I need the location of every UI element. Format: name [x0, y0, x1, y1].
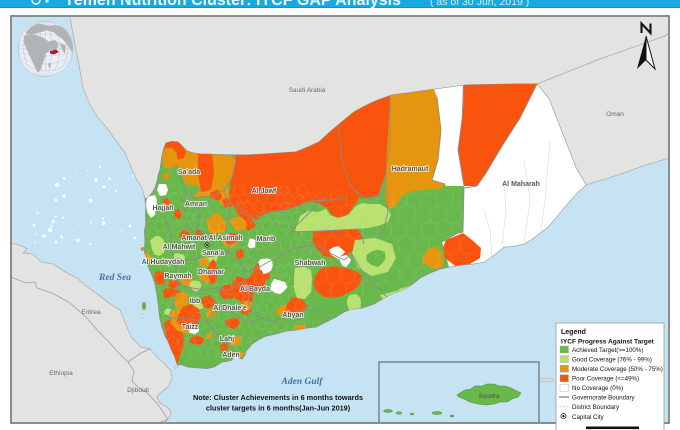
svg-text:Abyan: Abyan — [282, 312, 303, 319]
svg-text:Saudi Arabia: Saudi Arabia — [289, 87, 326, 94]
svg-text:IYCF Progress Against Target: IYCF Progress Against Target — [561, 339, 655, 346]
svg-text:Governorate Boundary: Governorate Boundary — [572, 394, 636, 401]
svg-text:Ibb: Ibb — [190, 298, 201, 305]
svg-text:Oman: Oman — [606, 111, 624, 118]
svg-text:Djibouti: Djibouti — [127, 387, 149, 394]
svg-text:Marib: Marib — [257, 236, 276, 243]
svg-text:Lahj: Lahj — [220, 336, 234, 343]
svg-text:Taizz: Taizz — [182, 324, 199, 331]
svg-text:Al Mahwit: Al Mahwit — [163, 244, 196, 251]
svg-text:Hadramaut: Hadramaut — [392, 166, 429, 173]
svg-text:Sa'ada: Sa'ada — [178, 169, 200, 176]
svg-text:Good Coverage (76% - 99%): Good Coverage (76% - 99%) — [572, 356, 652, 363]
svg-text:Capital City: Capital City — [572, 414, 605, 421]
svg-text:No Coverage (0%): No Coverage (0%) — [572, 385, 623, 392]
svg-text:Moderate Coverage (50% - 75%): Moderate Coverage (50% - 75%) — [572, 366, 663, 373]
svg-text:District Boundary: District Boundary — [572, 404, 620, 411]
svg-text:Note: Cluster Achievements in: Note: Cluster Achievements in 6 months t… — [193, 393, 363, 402]
svg-text:Amanat Al Asimah: Amanat Al Asimah — [181, 235, 242, 242]
svg-text:Al Bayda: Al Bayda — [240, 286, 270, 293]
svg-text:Dhamar: Dhamar — [198, 269, 224, 276]
svg-text:Aden Gulf: Aden Gulf — [281, 377, 324, 387]
svg-text:Raymah: Raymah — [164, 273, 191, 280]
svg-text:Aden: Aden — [222, 352, 240, 359]
svg-text:Poor Coverage (<=49%): Poor Coverage (<=49%) — [572, 376, 639, 383]
svg-text:Socotra: Socotra — [479, 394, 500, 400]
svg-text:Legend: Legend — [561, 329, 586, 336]
svg-text:Shabwah: Shabwah — [295, 260, 326, 267]
svg-text:cluster targets in 6 months(Ja: cluster targets in 6 months(Jan-Jun 2019… — [206, 404, 351, 413]
svg-text:Al Dhale'e: Al Dhale'e — [213, 305, 247, 312]
svg-text:Ethiopia: Ethiopia — [49, 370, 73, 377]
svg-text:Hajjah: Hajjah — [152, 205, 173, 212]
svg-text:Amran: Amran — [185, 201, 207, 208]
svg-text:Al Maharah: Al Maharah — [502, 181, 540, 188]
svg-text:Al Jawf: Al Jawf — [252, 188, 277, 195]
svg-text:Yemen Nutrition Cluster: IYCF: Yemen Nutrition Cluster: IYCF GAP Analys… — [64, 0, 401, 9]
svg-text:( as of 30 Jun, 2019 ): ( as of 30 Jun, 2019 ) — [430, 0, 529, 8]
svg-text:Al Hudaydah: Al Hudaydah — [142, 259, 185, 266]
svg-text:Achieved Target(>=100%): Achieved Target(>=100%) — [572, 347, 643, 354]
svg-text:Red Sea: Red Sea — [98, 273, 131, 283]
svg-text:Eritrea: Eritrea — [81, 309, 101, 316]
svg-text:Sana'a: Sana'a — [202, 250, 224, 257]
